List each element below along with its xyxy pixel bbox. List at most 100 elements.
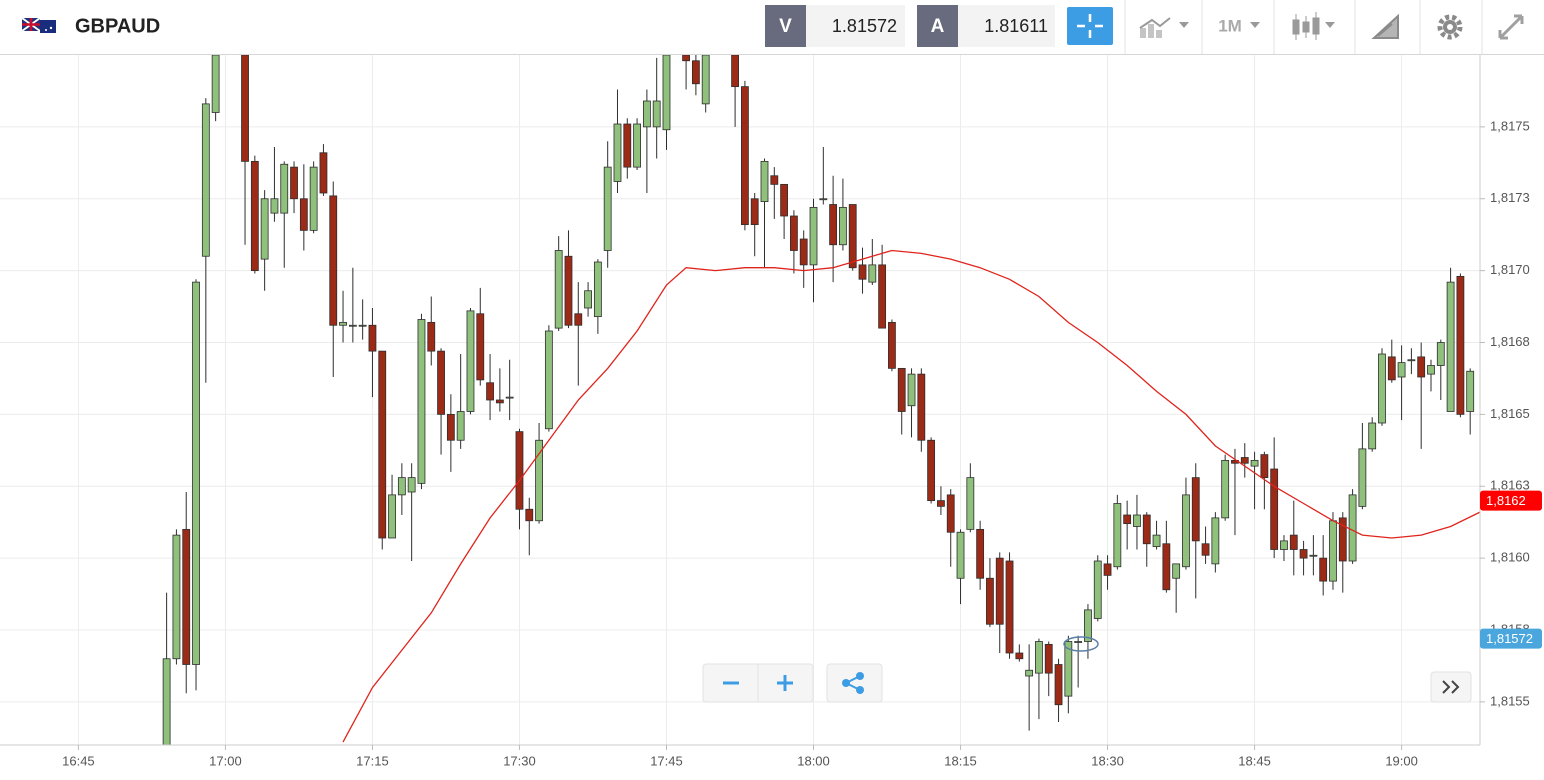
candle-body [260,198,269,260]
candle-body [1417,356,1426,378]
zoom-in-button[interactable] [777,675,793,691]
candle-body [1123,514,1132,525]
candle-body [799,238,808,266]
candle-body [839,206,847,246]
candle-body [1103,563,1112,576]
candle-body [1319,557,1328,582]
y-tick-label: 1,8168 [1490,334,1530,349]
candle-body [1368,422,1377,450]
candle-body [1113,503,1122,568]
candle-body [741,86,749,226]
candle-body [1289,534,1298,550]
candle-body [1260,454,1269,479]
share-button[interactable] [842,672,864,694]
candle-body [1250,459,1259,467]
candle-body [280,163,289,214]
candle-body [1338,517,1347,562]
x-tick-label: 17:00 [209,753,242,768]
moving-average-line [342,249,1480,743]
candle-body [1005,560,1014,654]
candle-body [1064,641,1073,697]
buy-price-box[interactable] [958,5,1055,47]
x-tick-label: 16:45 [62,753,95,768]
fullscreen-button[interactable] [1498,14,1524,40]
crosshair-button[interactable] [1067,7,1113,45]
candle-body [917,373,926,441]
candle-body [544,330,553,430]
candle-body [858,264,867,280]
candle-body [339,321,347,326]
buy-button[interactable] [917,5,958,47]
candle-body [1015,652,1024,660]
x-tick-label: 19:00 [1385,753,1418,768]
candle-body [682,55,690,62]
candle-body [1358,448,1367,507]
x-tick-label: 17:30 [503,753,536,768]
candle-body [1466,370,1475,412]
candle-body [1348,494,1357,562]
candle-body [1201,543,1210,556]
draw-tool-button[interactable] [1371,13,1399,39]
candle-body [642,100,651,128]
sell-label: V [779,16,792,37]
candle-body [290,166,298,200]
settings-button[interactable] [1437,14,1463,40]
candle-type-button[interactable] [1292,12,1335,40]
candle-body [1446,281,1455,412]
candle-body [397,477,406,496]
candle-body [613,123,622,182]
chart-type-button[interactable] [1139,17,1189,38]
candle-body [437,350,445,415]
candle-body [486,382,494,401]
candle-body [368,324,377,352]
candle-body [1142,514,1151,545]
candle-body [691,60,700,85]
candle-body [1152,534,1161,548]
candle-body [1191,477,1200,542]
candle-body [211,55,220,113]
candle-body [956,531,965,579]
candle-body [966,477,975,530]
candle-body [1084,609,1092,642]
candle-body [1436,342,1445,366]
sell-price-box[interactable] [806,5,905,47]
x-tick-label: 18:30 [1091,753,1124,768]
candle-body [1387,356,1396,381]
candle-body [1025,669,1034,677]
candle-body [417,319,426,484]
x-tick-label: 17:45 [650,753,683,768]
sell-button[interactable] [765,5,806,47]
candle-body [446,413,455,441]
y-tick-label: 1,8173 [1490,190,1530,205]
y-tick-label: 1,8163 [1490,478,1530,493]
scroll-end-button[interactable] [1442,680,1460,694]
candle-body [162,658,171,745]
candle-body [760,160,769,203]
candle-body [1309,554,1318,557]
candle-body [1407,359,1416,362]
candle-body [329,195,338,326]
candle-body [1378,353,1386,424]
candle-body [652,100,661,128]
sell-price: 1.81572 [832,16,897,36]
candle-body [770,175,779,185]
x-tick-label: 18:45 [1238,753,1271,768]
candle-body [466,310,475,412]
candle-body [1044,643,1053,674]
price-tag-label: 1,8162 [1486,493,1526,508]
y-tick-label: 1,8175 [1490,118,1530,133]
candle-body [790,215,798,251]
candle-body [937,500,945,507]
price-tag [1480,490,1542,511]
candle-body [1035,641,1043,674]
candle-body [927,439,936,502]
candle-body [407,477,416,493]
candle-body [986,577,994,625]
timeframe[interactable]: 1M [1218,16,1242,35]
candle-body [299,198,308,231]
y-tick-label: 1,8165 [1490,406,1530,421]
candle-body [946,494,955,533]
candle-body [270,198,279,214]
candle-body [319,152,328,194]
